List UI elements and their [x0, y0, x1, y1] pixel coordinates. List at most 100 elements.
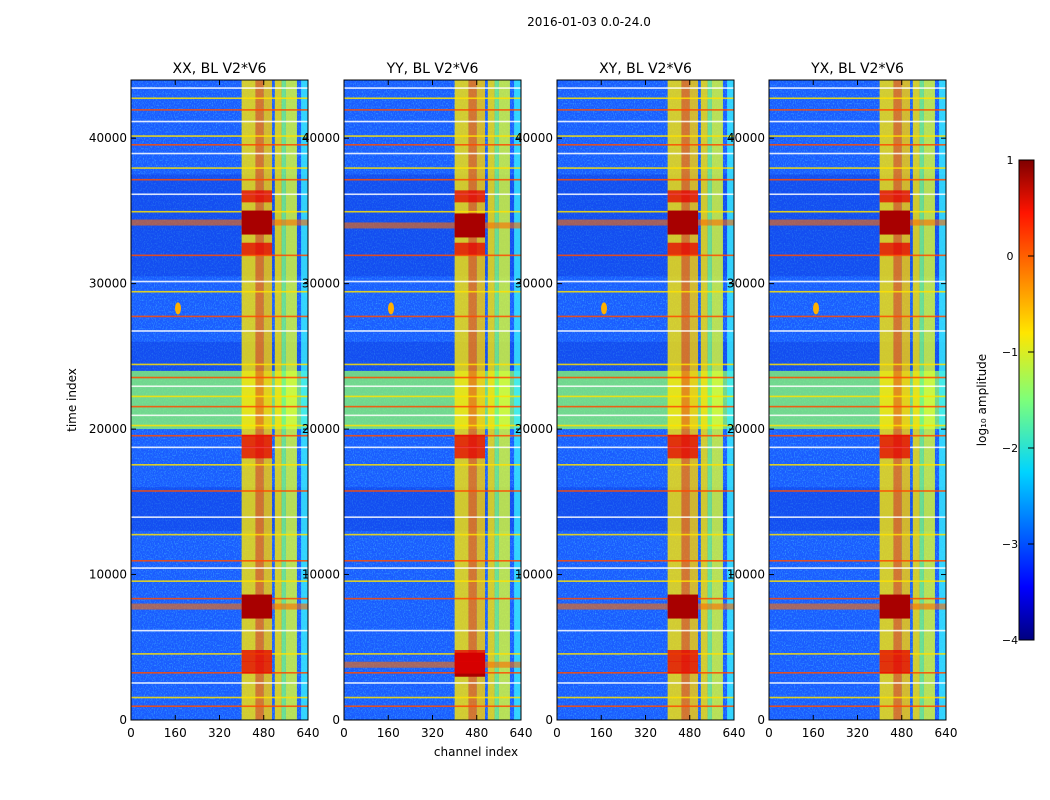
flagged-row: [557, 567, 734, 569]
x-tick-label: 0: [340, 726, 348, 740]
flagged-row: [557, 414, 734, 417]
panel-title: XY, BL V2*V6: [599, 61, 692, 77]
x-tick-label: 160: [802, 726, 825, 740]
flagged-row: [769, 653, 946, 655]
flagged-row: [344, 254, 521, 257]
flagged-row: [131, 135, 308, 137]
hot-core: [879, 210, 911, 235]
x-tick-label: 640: [297, 726, 320, 740]
flagged-row: [131, 280, 308, 283]
heatmap-0: [131, 80, 308, 720]
flagged-row: [131, 385, 308, 388]
y-tick-label: 40000: [89, 131, 127, 145]
y-tick-label: 40000: [515, 131, 553, 145]
channel-band: [711, 80, 723, 720]
x-tick-label: 480: [465, 726, 488, 740]
flagged-row: [557, 135, 734, 137]
hot-core: [667, 594, 699, 619]
flagged-row: [769, 696, 946, 699]
flagged-row: [344, 580, 521, 582]
hot-row: [131, 219, 308, 226]
flagged-row: [344, 193, 521, 196]
hot-row: [557, 603, 734, 610]
flagged-row: [131, 87, 308, 89]
hot-core: [667, 210, 699, 235]
channel-band: [487, 80, 495, 720]
flagged-row: [769, 178, 946, 181]
flagged-row: [769, 405, 946, 408]
flagged-row: [769, 315, 946, 318]
flagged-row: [769, 120, 946, 123]
channel-band: [476, 80, 486, 720]
band-blob: [454, 190, 486, 203]
channel-band: [923, 80, 935, 720]
flagged-row: [769, 193, 946, 196]
channel-band: [681, 80, 690, 720]
channel-band: [707, 80, 712, 720]
channel-band: [514, 80, 521, 720]
flagged-row: [344, 315, 521, 318]
y-tick-label: 30000: [727, 277, 765, 291]
flagged-row: [344, 330, 521, 332]
flagged-row: [131, 254, 308, 257]
band-blob: [667, 190, 699, 203]
y-tick-label: 20000: [302, 422, 340, 436]
channel-band: [301, 80, 308, 720]
flagged-row: [557, 629, 734, 632]
flagged-row: [769, 135, 946, 137]
flagged-row: [557, 464, 734, 466]
band-blob: [879, 650, 911, 662]
x-tick-label: 320: [634, 726, 657, 740]
rfi-spot: [388, 302, 395, 315]
flagged-row: [344, 424, 521, 427]
x-tick-label: 640: [935, 726, 958, 740]
flagged-row: [769, 376, 946, 379]
flagged-row: [557, 682, 734, 684]
y-tick-label: 10000: [89, 568, 127, 582]
flagged-row: [557, 424, 734, 427]
y-tick-label: 20000: [515, 422, 553, 436]
x-tick-label: 320: [208, 726, 231, 740]
flagged-row: [769, 490, 946, 492]
flagged-row: [769, 705, 946, 708]
flagged-row: [557, 376, 734, 379]
flagged-row: [769, 87, 946, 89]
figure-title: 2016-01-03 0.0-24.0: [527, 15, 651, 29]
channel-band: [494, 80, 499, 720]
band-blob: [241, 434, 273, 447]
x-axis-label: channel index: [434, 745, 518, 759]
flagged-row: [344, 533, 521, 536]
channel-band: [281, 80, 286, 720]
y-tick-label: 0: [757, 713, 765, 727]
flagged-row: [131, 424, 308, 427]
band-blob: [667, 242, 699, 255]
y-tick-label: 10000: [302, 568, 340, 582]
channel-band: [901, 80, 911, 720]
flagged-row: [344, 97, 521, 100]
y-tick-label: 40000: [727, 131, 765, 145]
flagged-row: [131, 490, 308, 492]
colorbar-tick-label: 1: [1007, 154, 1014, 167]
flagged-row: [769, 210, 946, 213]
y-tick-label: 20000: [89, 422, 127, 436]
flagged-row: [557, 193, 734, 196]
flagged-row: [557, 560, 734, 562]
flagged-row: [769, 672, 946, 674]
flagged-row: [557, 653, 734, 655]
flagged-row: [131, 376, 308, 379]
flagged-row: [131, 290, 308, 293]
hot-row: [131, 603, 308, 610]
flagged-row: [557, 516, 734, 518]
flagged-row: [557, 178, 734, 181]
flagged-row: [131, 464, 308, 466]
flagged-row: [769, 580, 946, 582]
flagged-row: [131, 434, 308, 437]
rfi-spot: [601, 302, 608, 315]
x-tick-label: 640: [723, 726, 746, 740]
flagged-row: [557, 330, 734, 332]
hot-row: [344, 661, 521, 668]
x-tick-label: 320: [846, 726, 869, 740]
panel-title: XX, BL V2*V6: [173, 61, 267, 77]
flagged-row: [557, 696, 734, 699]
flagged-row: [131, 178, 308, 181]
